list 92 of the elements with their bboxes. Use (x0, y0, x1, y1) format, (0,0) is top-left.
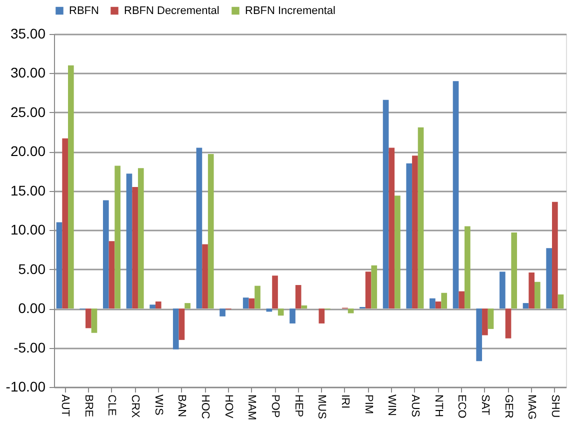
x-tick-label: HEP (292, 394, 304, 418)
x-tick-label: POP (269, 394, 282, 418)
legend-label: RBFN (69, 4, 99, 17)
x-tick-label: AUT (59, 394, 72, 417)
bar (476, 308, 482, 362)
bar (248, 298, 255, 309)
x-tick-label: HOV (222, 394, 234, 419)
x-tick-label: SHU (548, 394, 561, 418)
bar (108, 241, 115, 309)
bar (208, 154, 214, 309)
bar (488, 308, 494, 329)
x-tick-label: IRI (338, 394, 351, 409)
bar (558, 294, 564, 309)
bar (220, 308, 226, 316)
bar (412, 156, 418, 309)
bar (371, 265, 378, 309)
y-tick-label: 35.00 (10, 26, 46, 42)
bar (394, 196, 400, 309)
y-tick-label: -10.00 (6, 378, 46, 394)
bar (85, 308, 92, 328)
x-tick-label: CRX (129, 394, 142, 418)
bar (102, 200, 109, 309)
bar (382, 100, 389, 309)
bar (62, 138, 68, 309)
bar (406, 163, 412, 309)
legend-label: RBFN Decremental (124, 4, 220, 17)
bar (278, 308, 284, 316)
x-tick-label: GER (502, 394, 514, 418)
bar (511, 232, 518, 309)
bar (301, 305, 308, 309)
x-tick-label: MAG (526, 394, 538, 420)
bar (196, 148, 202, 309)
bar (132, 186, 138, 309)
bar (202, 244, 208, 309)
x-tick-label: MAM (246, 394, 258, 420)
bar (348, 308, 354, 314)
bar (56, 222, 62, 309)
bar (126, 174, 132, 309)
bar (452, 81, 459, 309)
bar (430, 298, 436, 309)
bar (266, 308, 272, 312)
bar (68, 65, 74, 309)
bar (150, 304, 156, 309)
x-tick-label: ECO (456, 394, 468, 419)
bar (458, 291, 465, 309)
bar (114, 166, 120, 309)
bar (528, 272, 535, 309)
bar (435, 301, 442, 309)
x-tick-label: WIS (152, 394, 164, 416)
bar (534, 282, 540, 309)
y-tick-label: 30.00 (10, 64, 46, 81)
y-tick-label: 10.00 (10, 222, 46, 238)
y-tick-label: 25.00 (10, 104, 46, 120)
bar (91, 308, 98, 333)
y-tick-label: 20.00 (10, 143, 46, 160)
bar (388, 148, 395, 309)
bar (290, 308, 296, 324)
bar (295, 285, 302, 309)
bar (242, 298, 249, 309)
bar (482, 308, 488, 336)
x-tick-label: BRE (82, 394, 94, 418)
y-tick-label: 0.00 (18, 300, 46, 316)
bar (365, 272, 372, 309)
x-tick-label: NTH (432, 394, 444, 418)
y-tick-label: 15.00 (10, 182, 46, 198)
x-tick-label: PIM (362, 394, 374, 414)
bar (155, 301, 162, 309)
x-tick-label: MUS (316, 394, 328, 419)
bar (272, 276, 278, 309)
bar (184, 303, 190, 309)
bar (522, 303, 529, 309)
x-tick-label: BAN (176, 394, 188, 418)
legend-label: RBFN Incremental (245, 4, 336, 17)
x-tick-label: SAT (478, 394, 491, 416)
bar (546, 248, 552, 309)
x-tick-label: HOC (199, 394, 212, 419)
bar (318, 308, 325, 324)
x-tick-label: WIN (386, 394, 398, 416)
bar (464, 226, 470, 309)
bar (441, 292, 448, 309)
x-tick-label: AUS (408, 394, 421, 418)
bar (172, 308, 179, 350)
bar (178, 308, 185, 340)
bar (138, 168, 144, 309)
x-tick-label: CLE (106, 394, 118, 416)
y-tick-label: -5.00 (14, 339, 46, 356)
bar (254, 286, 260, 309)
bar (500, 272, 506, 309)
bar (418, 127, 424, 309)
y-tick-label: 5.00 (18, 260, 46, 277)
bar (505, 308, 512, 338)
bar (552, 202, 558, 309)
